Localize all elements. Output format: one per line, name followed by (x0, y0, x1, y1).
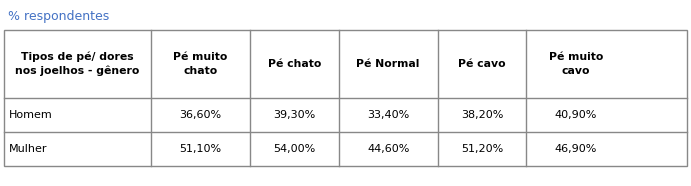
Text: 44,60%: 44,60% (367, 144, 409, 154)
Text: 51,20%: 51,20% (461, 144, 503, 154)
Text: Pé muito
chato: Pé muito chato (173, 52, 227, 76)
Text: 33,40%: 33,40% (367, 110, 409, 120)
Text: Pé Normal: Pé Normal (357, 59, 420, 69)
Text: 39,30%: 39,30% (273, 110, 315, 120)
Text: 36,60%: 36,60% (179, 110, 221, 120)
Text: 46,90%: 46,90% (555, 144, 597, 154)
Text: Mulher: Mulher (9, 144, 48, 154)
Text: Pé chato: Pé chato (267, 59, 321, 69)
Bar (4, 30, 687, 166)
Text: Tipos de pé/ dores
nos joelhos - gênero: Tipos de pé/ dores nos joelhos - gênero (15, 52, 140, 76)
Text: 54,00%: 54,00% (273, 144, 315, 154)
Text: 38,20%: 38,20% (461, 110, 503, 120)
Text: Pé cavo: Pé cavo (458, 59, 506, 69)
Text: Homem: Homem (9, 110, 53, 120)
Text: % respondentes: % respondentes (8, 10, 109, 23)
Text: 40,90%: 40,90% (555, 110, 597, 120)
Text: 51,10%: 51,10% (179, 144, 221, 154)
Text: Pé muito
cavo: Pé muito cavo (549, 52, 603, 76)
